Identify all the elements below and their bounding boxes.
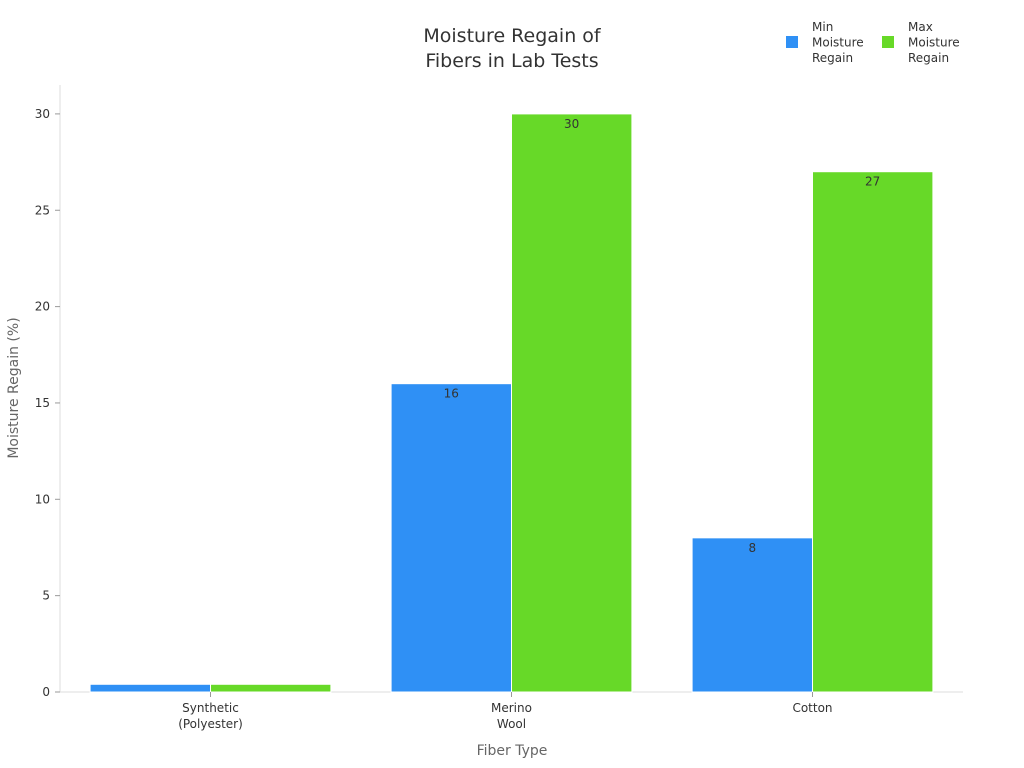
x-tick-label-line: Cotton (792, 701, 832, 715)
y-tick-label: 10 (35, 492, 50, 506)
x-tick-label-line: Merino (491, 701, 532, 715)
y-tick-label: 20 (35, 300, 50, 314)
legend-entry-line: Min (812, 20, 833, 34)
chart-title-text: Moisture Regain of Fibers in Lab Tests (423, 25, 602, 72)
y-tick-label: 5 (42, 589, 50, 603)
bar-max (210, 683, 332, 693)
legend-entry: Max Moisture Regain (908, 20, 960, 65)
bar-min (691, 537, 813, 693)
bar-data-label: 27 (865, 175, 880, 189)
legend-swatch (786, 36, 798, 48)
x-tick-label-line: Wool (497, 717, 526, 731)
bar-max (812, 171, 934, 693)
bar-data-label: 8 (748, 541, 756, 555)
y-axis-label: Moisture Regain (%) (6, 317, 22, 458)
x-tick-label-line: Synthetic (182, 701, 239, 715)
legend-swatch (882, 36, 894, 48)
legend-entry-line: Regain (812, 51, 853, 65)
x-tick-label-line: (Polyester) (178, 717, 243, 731)
x-tick-label: Synthetic (Polyester) (178, 701, 243, 731)
legend-entry-line: Moisture (812, 36, 864, 50)
bar-max (511, 113, 633, 693)
x-axis-label: Fiber Type (477, 743, 548, 759)
x-tick-label: Cotton (792, 701, 832, 715)
chart-title-line: Moisture Regain of (423, 25, 602, 47)
bar-data-label: 30 (564, 117, 579, 131)
x-axis-ticks: Synthetic (Polyester) Merino Wool Cotton (178, 692, 833, 731)
y-tick-label: 30 (35, 107, 50, 121)
bar-marks (89, 113, 934, 693)
bar-min (89, 683, 211, 693)
x-tick-label: Merino Wool (491, 701, 532, 731)
bar-data-labels: 16 30 8 27 (444, 117, 881, 555)
y-tick-label: 25 (35, 203, 50, 217)
bar-min (390, 383, 513, 693)
y-axis-ticks: 0 5 10 15 20 25 30 (35, 107, 60, 699)
legend-entry-line: Regain (908, 51, 949, 65)
y-tick-label: 15 (35, 396, 50, 410)
legend-entry-line: Moisture (908, 36, 960, 50)
chart-title: Moisture Regain of Fibers in Lab Tests (423, 25, 602, 72)
bar-data-label: 16 (444, 387, 459, 401)
y-tick-label: 0 (42, 685, 50, 699)
legend-entry: Min Moisture Regain (812, 20, 864, 65)
legend-entry-line: Max (908, 20, 933, 34)
chart-title-line: Fibers in Lab Tests (425, 50, 598, 72)
